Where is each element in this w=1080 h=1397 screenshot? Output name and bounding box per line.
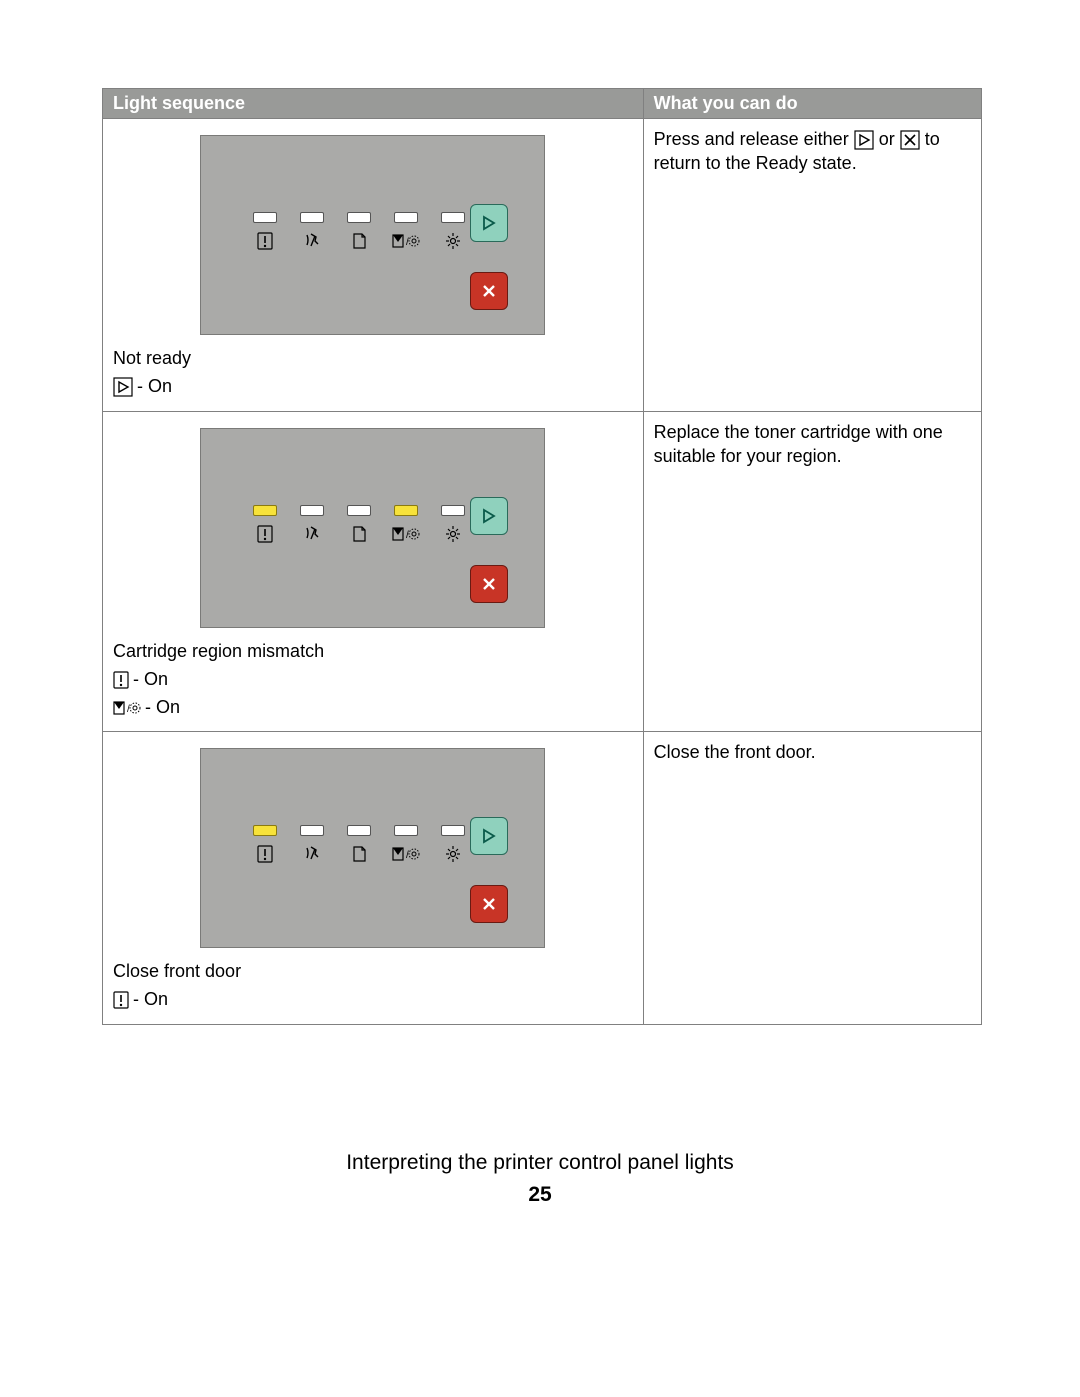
action-text: or <box>879 129 895 149</box>
led-toner <box>394 212 418 223</box>
table-row: Close front door - On Close the front do… <box>103 732 982 1025</box>
led-ready <box>441 825 465 836</box>
control-panel-diagram <box>200 748 545 948</box>
led-paper <box>347 212 371 223</box>
action-text: Replace the toner cartridge with one sui… <box>643 411 981 732</box>
state-text: - On <box>133 986 168 1014</box>
state-text: - On <box>133 666 168 694</box>
light-sequence-table: Light sequence What you can do <box>102 88 982 1025</box>
cancel-button <box>470 272 508 310</box>
led-error <box>253 505 277 516</box>
ready-icon <box>439 844 467 864</box>
footer-title: Interpreting the printer control panel l… <box>0 1151 1080 1175</box>
led-jam <box>300 825 324 836</box>
led-toner <box>394 825 418 836</box>
header-what-you-can-do: What you can do <box>643 89 981 119</box>
led-jam <box>300 212 324 223</box>
error-icon <box>113 670 129 690</box>
led-error <box>253 825 277 836</box>
cancel-button <box>470 565 508 603</box>
header-light-sequence: Light sequence <box>103 89 644 119</box>
sequence-title: Not ready <box>113 345 633 373</box>
jam-icon <box>298 844 326 864</box>
state-text: - On <box>137 373 172 401</box>
led-paper <box>347 505 371 516</box>
sequence-title: Close front door <box>113 958 633 986</box>
led-ready <box>441 505 465 516</box>
ready-icon <box>439 524 467 544</box>
jam-icon <box>298 231 326 251</box>
page-number: 25 <box>0 1183 1080 1207</box>
paper-icon <box>345 231 373 251</box>
error-icon <box>251 524 279 544</box>
led-error <box>253 212 277 223</box>
cancel-button <box>470 885 508 923</box>
action-text: Close the front door. <box>643 732 981 1025</box>
table-row: Not ready - On Press and release either … <box>103 119 982 412</box>
error-icon <box>113 990 129 1010</box>
state-text: - On <box>145 694 180 722</box>
led-paper <box>347 825 371 836</box>
toner-icon <box>392 844 420 864</box>
paper-icon <box>345 524 373 544</box>
action-text: Press and release either <box>654 129 849 149</box>
table-row: Cartridge region mismatch - On - On Repl… <box>103 411 982 732</box>
error-icon <box>251 844 279 864</box>
control-panel-diagram <box>200 428 545 628</box>
led-jam <box>300 505 324 516</box>
led-toner <box>394 505 418 516</box>
go-icon <box>113 377 133 397</box>
led-ready <box>441 212 465 223</box>
toner-icon <box>392 524 420 544</box>
go-button <box>470 817 508 855</box>
toner-icon <box>392 231 420 251</box>
go-icon <box>854 130 874 150</box>
go-button <box>470 497 508 535</box>
go-button <box>470 204 508 242</box>
page-footer: Interpreting the printer control panel l… <box>0 1151 1080 1207</box>
sequence-title: Cartridge region mismatch <box>113 638 633 666</box>
ready-icon <box>439 231 467 251</box>
cancel-icon <box>900 130 920 150</box>
jam-icon <box>298 524 326 544</box>
toner-icon <box>113 698 141 718</box>
control-panel-diagram <box>200 135 545 335</box>
paper-icon <box>345 844 373 864</box>
error-icon <box>251 231 279 251</box>
